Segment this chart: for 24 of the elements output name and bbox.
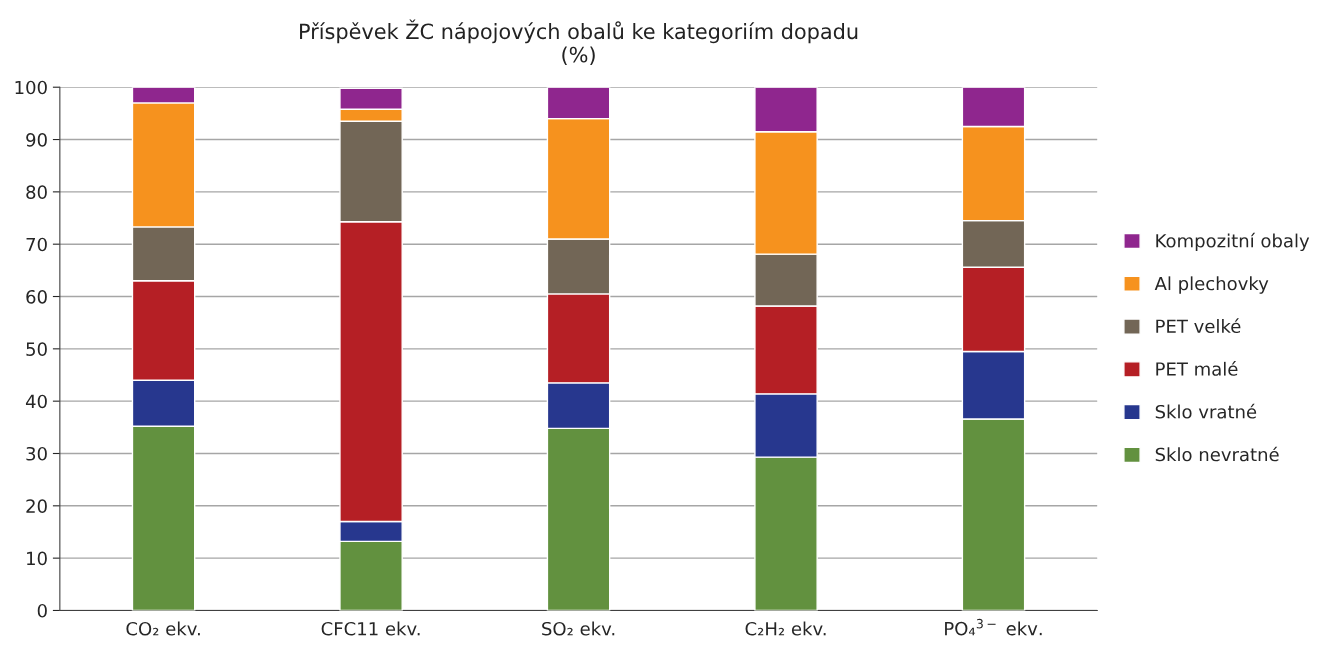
legend-label: PET velké — [1156, 318, 1241, 334]
legend-label: Sklo nevratné — [1155, 446, 1279, 462]
x-tick-label: PO₄$^{3−}$ ekv. — [945, 618, 1042, 636]
y-tick-label: 80 — [26, 185, 47, 199]
legend-label: Al plechovky — [1154, 276, 1269, 294]
y-tick-label: 60 — [26, 289, 47, 304]
y-tick-label: 10 — [27, 551, 47, 566]
x-tick-label: SO₂ ekv. — [542, 621, 615, 636]
chart-title: Příspěvek ŽC nápojových obalů ke kategoriím dopadu — [300, 19, 858, 44]
x-tick-label: CO₂ ekv. — [126, 621, 200, 636]
legend-label: Kompozitní obaly — [1156, 232, 1310, 252]
y-tick-label: 50 — [26, 342, 47, 356]
x-tick-label: CFC11 ekv. — [321, 621, 420, 636]
y-tick-label: 0 — [37, 603, 47, 618]
y-tick-label: 40 — [25, 394, 47, 409]
chart-subtitle: (%) — [562, 46, 595, 65]
legend-label: PET malé — [1156, 361, 1238, 376]
y-tick-label: 70 — [26, 237, 47, 252]
y-tick-label: 100 — [15, 80, 47, 95]
y-tick-label: 30 — [26, 446, 47, 461]
y-tick-label: 20 — [26, 499, 47, 513]
legend-label: Sklo vratné — [1155, 403, 1257, 419]
y-tick-label: 90 — [26, 133, 47, 147]
x-tick-label: C₂H₂ ekv. — [745, 621, 826, 636]
